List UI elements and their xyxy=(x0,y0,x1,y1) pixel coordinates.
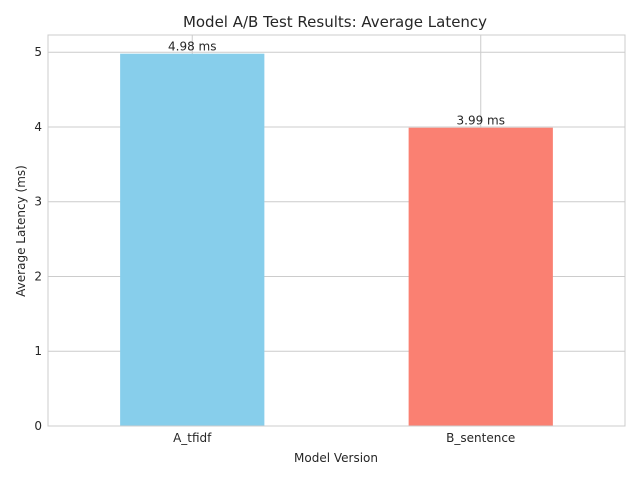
x-tick-label: A_tfidf xyxy=(173,431,212,445)
bar-value-label: 3.99 ms xyxy=(457,114,505,128)
bars xyxy=(120,53,553,427)
y-axis-label: Average Latency (ms) xyxy=(14,165,28,297)
bar-B_sentence xyxy=(408,127,553,426)
data-labels: 4.98 ms 3.99 ms xyxy=(168,40,505,128)
y-tick-label: 4 xyxy=(34,120,42,134)
y-tick-labels: 0 1 2 3 4 5 xyxy=(34,45,42,433)
bar-A_tfidf xyxy=(120,53,265,427)
y-tick-label: 0 xyxy=(34,419,42,433)
y-tick-label: 2 xyxy=(34,269,42,283)
y-tick-label: 1 xyxy=(34,344,42,358)
y-tick-label: 3 xyxy=(34,195,42,209)
x-tick-labels: A_tfidf B_sentence xyxy=(173,431,515,445)
chart-title: Model A/B Test Results: Average Latency xyxy=(183,13,487,31)
plot-frame xyxy=(47,34,626,427)
x-axis-label: Model Version xyxy=(294,451,378,465)
y-tick-label: 5 xyxy=(34,45,42,59)
x-tick-label: B_sentence xyxy=(446,431,515,445)
bar-value-label: 4.98 ms xyxy=(168,40,216,54)
